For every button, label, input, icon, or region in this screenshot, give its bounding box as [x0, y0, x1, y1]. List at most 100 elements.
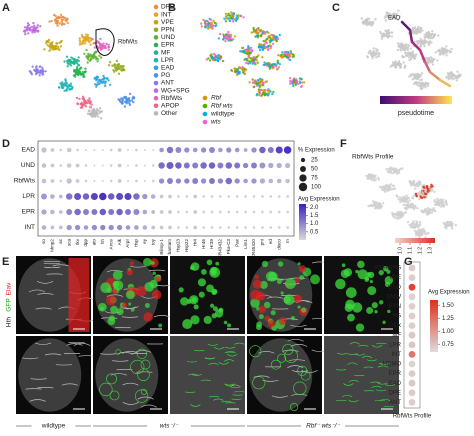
cell-point	[422, 41, 425, 44]
gfp-clone	[250, 289, 261, 301]
gfp-clone	[209, 303, 215, 308]
cell-point	[396, 62, 399, 66]
cell-point	[80, 73, 83, 76]
clone-outline	[190, 404, 201, 407]
clone-outline	[376, 389, 387, 392]
cell-point	[393, 216, 397, 219]
cell-point	[86, 61, 89, 64]
cell-point	[428, 60, 431, 63]
gfp-clone	[152, 271, 156, 275]
cell-point	[214, 24, 218, 27]
gfp-clone	[276, 278, 282, 284]
dot	[269, 210, 273, 214]
gfp-clone	[211, 289, 217, 296]
gfp-clone	[347, 313, 355, 322]
dot	[66, 209, 73, 215]
cell-point	[66, 61, 69, 65]
dot	[74, 224, 81, 231]
cell-point	[384, 29, 387, 32]
legend-title: Avg Expression	[298, 197, 340, 203]
dot	[117, 179, 122, 183]
dot	[125, 225, 131, 230]
tissue-fold	[288, 359, 306, 361]
tissue	[18, 338, 82, 412]
cell-point	[280, 56, 283, 59]
cell-point	[409, 47, 412, 50]
dot	[210, 226, 214, 229]
cell-point	[399, 66, 402, 70]
dot	[235, 226, 239, 229]
cell-point	[98, 42, 101, 45]
clone-outline	[106, 373, 118, 385]
cell-point	[408, 54, 412, 57]
cell-point	[423, 196, 426, 199]
cell-point	[230, 69, 233, 72]
cell-point	[411, 52, 414, 55]
cell-point	[83, 36, 87, 39]
cell-point	[434, 51, 437, 54]
cell-point	[59, 13, 63, 17]
cell-point	[415, 73, 418, 76]
cell-point	[417, 185, 420, 188]
cell-point	[82, 98, 86, 101]
cell-point	[230, 38, 233, 41]
cell-point	[257, 45, 261, 48]
panel-label: D	[2, 138, 10, 150]
cell-point	[415, 231, 418, 235]
gfp-clone	[150, 261, 155, 265]
cell-point	[227, 34, 231, 37]
cell-point	[262, 63, 265, 67]
cell-point	[376, 49, 379, 52]
dot	[143, 180, 146, 182]
tissue-fold	[29, 399, 46, 402]
colorbar-tick-label: 1.00	[442, 329, 454, 335]
cell-point	[69, 82, 73, 85]
dot	[202, 226, 205, 229]
dot	[227, 226, 231, 229]
cell-point	[258, 77, 262, 81]
cell-point	[258, 89, 262, 92]
cell-point	[378, 185, 382, 189]
cell-point	[84, 42, 87, 45]
colorbar	[380, 96, 452, 104]
dot	[66, 178, 72, 184]
cell-point	[263, 30, 266, 34]
genotype-label: wts⁻/⁻	[160, 423, 179, 430]
dot	[234, 147, 240, 153]
cell-point	[88, 106, 92, 109]
cell-point	[407, 43, 410, 47]
cell-point	[95, 107, 99, 111]
dot	[151, 164, 155, 167]
cell-point	[84, 101, 87, 104]
cell-point	[377, 176, 380, 180]
gene-label: CR43432	[218, 239, 223, 259]
cell-point	[70, 56, 73, 59]
cell-point	[82, 39, 85, 43]
dot	[226, 147, 232, 153]
gfp-clone	[110, 305, 118, 314]
dot	[151, 210, 156, 214]
gfp-clone	[215, 261, 220, 266]
gfp-clone	[223, 320, 228, 325]
dot	[159, 210, 164, 214]
cell-point	[404, 198, 407, 201]
cell-point	[392, 185, 395, 188]
gfp-clone	[126, 269, 134, 276]
gene-label: Ance	[108, 239, 113, 250]
legend-swatch	[153, 35, 159, 40]
dot	[284, 162, 291, 169]
cell-point	[32, 28, 35, 31]
cell-point	[431, 185, 434, 188]
cell-point	[240, 46, 244, 50]
cell-point	[87, 58, 90, 61]
dot	[159, 147, 164, 153]
dot	[125, 209, 131, 215]
cell-point	[250, 31, 253, 34]
cell-point	[257, 54, 260, 57]
gfp-clone	[374, 310, 378, 314]
cell-point	[377, 55, 381, 58]
tissue	[249, 258, 313, 332]
cell-point	[90, 103, 93, 106]
row-label: INT	[25, 224, 36, 231]
legend-title: Avg Expression	[428, 290, 470, 296]
